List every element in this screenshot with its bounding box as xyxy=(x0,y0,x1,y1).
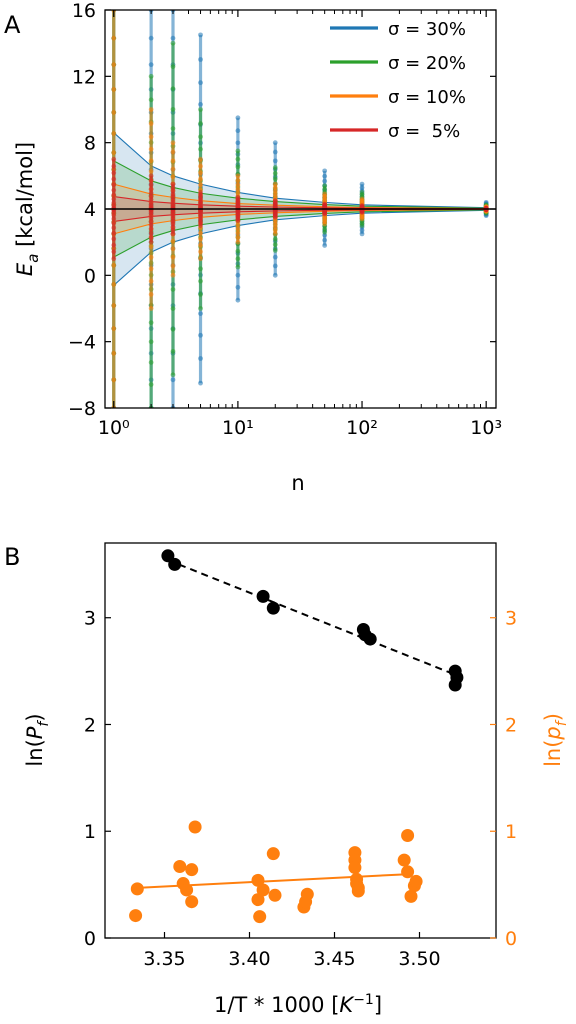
data-point-right xyxy=(409,874,423,888)
data-point-right xyxy=(401,829,415,843)
data-point-right xyxy=(185,863,199,877)
x-tick-label: 10⁰ xyxy=(98,417,130,439)
y-tick-label: −4 xyxy=(68,332,96,354)
data-point-right xyxy=(251,893,265,907)
panel-b: B 0 1 2 3 0 1 2 3 3.35 3.40 3.45 3.50 1/T * 1000 … xyxy=(4,542,570,1017)
data-point-left xyxy=(256,589,270,603)
x-tick-label: 3.45 xyxy=(313,948,355,970)
legend-label: σ = 30% xyxy=(388,19,466,40)
data-point-right xyxy=(180,883,194,897)
data-point-right xyxy=(185,895,199,909)
right-y-tick-label: 1 xyxy=(505,821,517,843)
panel-b-left-y-ticks: 0 1 2 3 xyxy=(84,608,111,950)
panel-b-points xyxy=(129,549,464,924)
y-tick-label: 16 xyxy=(72,0,96,22)
data-point-right xyxy=(268,888,282,902)
panel-a-legend: σ = 30% σ = 20% σ = 10% σ = 5% xyxy=(330,19,466,142)
x-tick-label: 3.50 xyxy=(398,948,440,970)
data-point-right xyxy=(348,861,362,875)
data-point-right xyxy=(251,873,265,887)
panel-b-left-y-axis-label: ln(Pf) xyxy=(23,713,52,766)
y-tick-label: 8 xyxy=(84,133,96,155)
y-tick-label: −8 xyxy=(68,398,96,420)
right-y-tick-label: 2 xyxy=(505,714,517,736)
y-tick-label: 2 xyxy=(84,714,96,736)
data-point-left xyxy=(448,678,462,692)
data-point-right xyxy=(300,887,314,901)
data-point-right xyxy=(404,889,418,903)
panel-b-x-axis-label: 1/T * 1000 [K−1] xyxy=(214,992,382,1017)
data-point-left xyxy=(266,601,280,615)
x-tick-label: 3.40 xyxy=(228,948,270,970)
data-point-left xyxy=(168,557,182,571)
right-y-tick-label: 0 xyxy=(505,928,517,950)
panel-b-right-y-axis-label: ln(pf) xyxy=(541,713,570,767)
x-tick-label: 10³ xyxy=(470,417,502,439)
data-point-left xyxy=(363,632,377,646)
panel-b-x-ticks: 3.35 3.40 3.45 3.50 xyxy=(143,932,441,970)
panel-b-label: B xyxy=(4,543,20,571)
panel-b-right-y-ticks: 0 1 2 3 xyxy=(490,608,517,950)
data-point-right xyxy=(253,910,267,924)
data-point-right xyxy=(397,853,411,867)
data-point-right xyxy=(351,884,365,898)
x-tick-label: 10² xyxy=(346,417,378,439)
y-tick-label: 12 xyxy=(72,66,96,88)
data-point-right xyxy=(266,847,280,861)
legend-label: σ = 5% xyxy=(388,121,460,142)
y-tick-label: 4 xyxy=(84,199,96,221)
x-tick-label: 3.35 xyxy=(143,948,185,970)
panel-a-y-ticks: 16 12 8 4 0 −4 −8 xyxy=(68,0,496,420)
panel-a-label: A xyxy=(4,11,21,39)
fit-line-left xyxy=(167,559,458,677)
data-point-right xyxy=(401,865,415,879)
data-point-right xyxy=(130,882,144,896)
panel-b-axes-frame xyxy=(104,542,497,939)
panel-a-y-axis-label: Ea [kcal/mol] xyxy=(13,142,42,276)
data-point-right xyxy=(256,883,270,897)
y-tick-label: 1 xyxy=(84,821,96,843)
y-tick-label: 0 xyxy=(84,265,96,287)
data-point-right xyxy=(173,859,187,873)
x-tick-label: 10¹ xyxy=(222,417,254,439)
y-tick-label: 3 xyxy=(84,608,96,630)
y-tick-label: 0 xyxy=(84,928,96,950)
legend-label: σ = 20% xyxy=(388,53,466,74)
data-point-right xyxy=(129,909,143,923)
right-y-tick-label: 3 xyxy=(505,608,517,630)
panel-a: A 16 12 8 4 0 −4 −8 10⁰ 10¹ 10² 10³ n Ea [kcal/mo… xyxy=(4,0,502,495)
panel-a-x-axis-label: n xyxy=(291,471,304,495)
data-point-right xyxy=(188,820,202,834)
panel-a-x-ticks: 10⁰ 10¹ 10² 10³ xyxy=(98,10,502,439)
legend-label: σ = 10% xyxy=(388,87,466,108)
